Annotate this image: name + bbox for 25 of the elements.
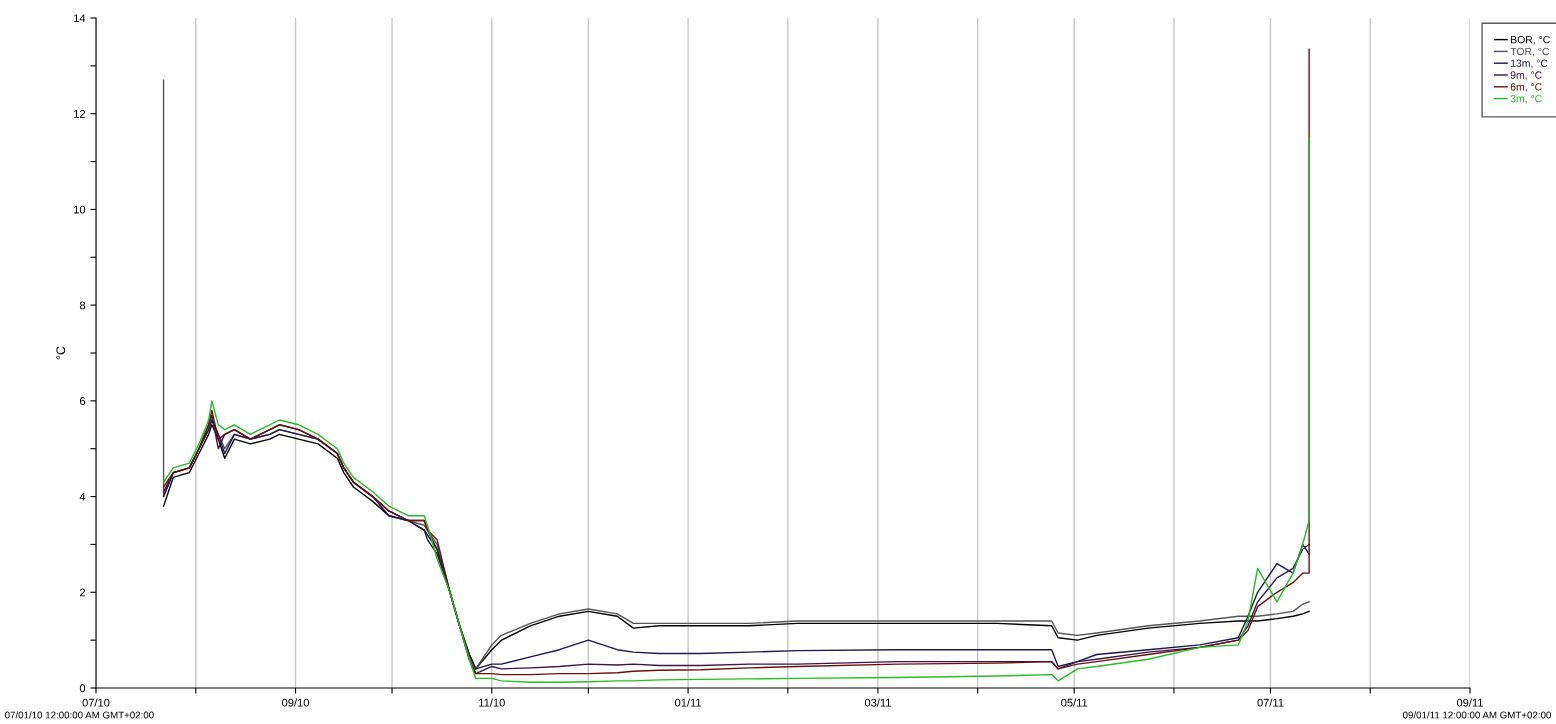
x-tick-label: 01/11 bbox=[675, 698, 702, 707]
legend-label: 9m, °C bbox=[1510, 71, 1542, 80]
text: 09/01/11 12:00:00 AM GMT+02:00 bbox=[1402, 711, 1551, 719]
legend-label: TOR, °C bbox=[1510, 47, 1550, 57]
x-tick-label: 07/10 bbox=[82, 698, 110, 707]
x-tick-label: 05/11 bbox=[1061, 698, 1088, 707]
x-tick-label: 11/10 bbox=[479, 698, 505, 707]
x-tick-label: 09/10 bbox=[282, 698, 309, 707]
x-tick-label: 07/11 bbox=[1257, 698, 1284, 707]
legend-label: 6m, °C bbox=[1510, 83, 1542, 92]
y-tick-label: 8 bbox=[79, 301, 86, 310]
legend-label: BOR, °C bbox=[1511, 35, 1550, 45]
y-axis-title: °C bbox=[56, 346, 66, 360]
legend-label: 3m, °C bbox=[1510, 94, 1542, 104]
y-tick-label: 10 bbox=[74, 205, 86, 214]
y-tick-label: 14 bbox=[74, 14, 86, 23]
legend-label: 13m, °C bbox=[1511, 59, 1548, 69]
x-tick-label: 09/11 bbox=[1456, 698, 1483, 707]
x-tick-label: 03/11 bbox=[864, 698, 891, 707]
text: 07/01/10 12:00:00 AM GMT+02:00 bbox=[5, 711, 154, 719]
y-tick-label: 0 bbox=[79, 684, 86, 693]
y-tick-label: 4 bbox=[79, 492, 86, 501]
y-tick-label: 6 bbox=[79, 397, 86, 405]
y-tick-label: 12 bbox=[74, 109, 86, 118]
y-tick-label: 2 bbox=[79, 588, 86, 597]
